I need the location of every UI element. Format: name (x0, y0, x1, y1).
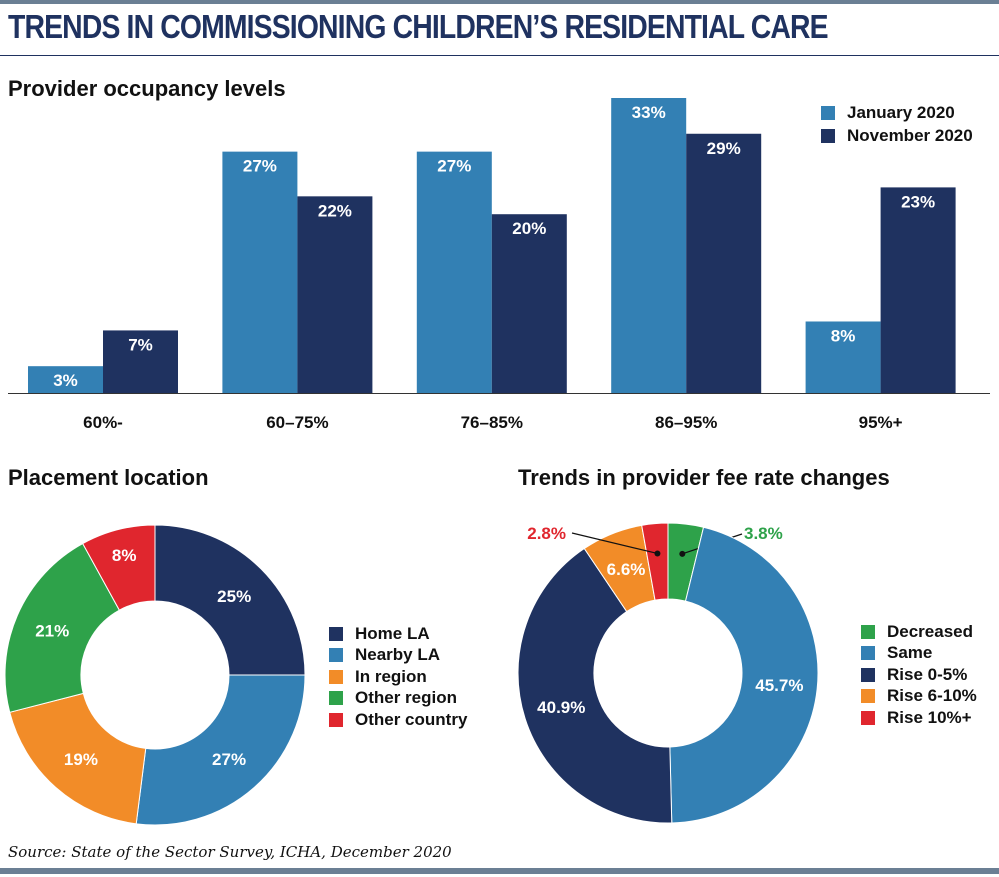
legend-swatch (861, 667, 875, 682)
bar-data-label: 3% (53, 371, 78, 390)
x-tick-label: 76–85% (461, 413, 523, 432)
bar-chart-title: Provider occupancy levels (8, 76, 286, 101)
placement-slice-nearby-la (135, 674, 306, 826)
legend-label: Decreased (887, 621, 974, 641)
legend-swatch (329, 712, 343, 727)
legend-label: Rise 10%+ (887, 707, 972, 727)
fee-slice-label: 6.6% (607, 560, 646, 579)
x-tick-label: 60%- (83, 413, 123, 432)
legend-swatch (861, 689, 875, 704)
bar-january-2020-76-85 (416, 151, 492, 393)
fee-slice-label: 3.8% (744, 524, 783, 543)
title-rule (0, 55, 999, 56)
placement-slice-home-la (154, 524, 306, 676)
legend-swatch (329, 691, 343, 706)
legend-swatch (861, 624, 875, 639)
legend-item-home-la: Home LA (329, 623, 467, 645)
fee-slice-rise-10 (641, 522, 669, 601)
x-tick-label: 60–75% (266, 413, 328, 432)
placement-legend: Home LA Nearby LA In region Other region… (329, 623, 467, 731)
bar-data-label: 29% (707, 139, 741, 158)
placement-slice-in-region (9, 692, 147, 825)
legend-label: Rise 0-5% (887, 664, 968, 684)
top-rule (0, 0, 999, 4)
bar-november-2020-86-95 (686, 133, 762, 393)
fee-slice-label: 2.8% (527, 524, 566, 543)
legend-item-rise-0-5: Rise 0-5% (861, 664, 977, 686)
bottom-rule (0, 868, 999, 874)
bar-january-2020-86-95 (611, 98, 687, 393)
legend-swatch (329, 669, 343, 684)
legend-item-nearby-la: Nearby LA (329, 645, 467, 667)
legend-label: Rise 6-10% (887, 686, 977, 706)
placement-slice-label: 27% (212, 750, 246, 769)
legend-item-january-2020: January 2020 (821, 101, 973, 124)
legend-item-same: Same (861, 643, 977, 665)
bar-data-label: 8% (831, 326, 856, 345)
legend-swatch (861, 646, 875, 661)
x-tick-label: 95%+ (859, 413, 903, 432)
legend-label: Other country (355, 709, 468, 729)
placement-chart-title: Placement location (8, 465, 209, 490)
placement-slice-label: 19% (64, 750, 98, 769)
bar-january-2020-95 (805, 321, 881, 393)
legend-swatch (861, 710, 875, 725)
placement-slice-label: 8% (112, 546, 137, 565)
legend-label: In region (355, 666, 427, 686)
legend-label: November 2020 (847, 125, 973, 145)
legend-label: January 2020 (847, 102, 955, 122)
legend-item-other-region: Other region (329, 688, 467, 710)
legend-item-november-2020: November 2020 (821, 124, 973, 147)
fee-chart-title: Trends in provider fee rate changes (518, 465, 890, 490)
bar-january-2020-60 (28, 366, 103, 393)
fee-slice-label: 40.9% (537, 698, 585, 717)
bar-data-label: 7% (128, 335, 153, 354)
legend-label: Other region (355, 688, 458, 708)
fee-slice-same (669, 526, 819, 824)
bar-january-2020-60-75 (222, 151, 298, 393)
legend-swatch (821, 128, 835, 143)
legend-item-other-country: Other country (329, 709, 467, 731)
placement-slice-label: 21% (35, 622, 69, 641)
bar-data-label: 27% (243, 157, 277, 176)
fee-slice-label: 45.7% (755, 676, 803, 695)
bar-data-label: 20% (512, 219, 546, 238)
bar-november-2020-95 (880, 187, 956, 393)
legend-label: Home LA (355, 623, 430, 643)
placement-slice-other-country (82, 524, 156, 611)
fee-legend: Decreased Same Rise 0-5% Rise 6-10% Rise… (861, 621, 977, 729)
bar-data-label: 22% (318, 201, 352, 220)
bar-november-2020-60-75 (297, 196, 373, 393)
placement-slice-label: 25% (217, 587, 251, 606)
legend-item-in-region: In region (329, 666, 467, 688)
legend-label: Same (887, 643, 933, 663)
legend-item-rise-6-10: Rise 6-10% (861, 686, 977, 708)
placement-slice-other-region (4, 542, 121, 713)
bar-data-label: 27% (437, 157, 471, 176)
bar-november-2020-76-85 (491, 214, 567, 393)
legend-swatch (329, 648, 343, 663)
bar-chart-legend: January 2020 November 2020 (821, 101, 973, 147)
fee-leader-line (571, 532, 658, 555)
legend-label: Nearby LA (355, 645, 441, 665)
legend-swatch (329, 626, 343, 641)
bar-november-2020-60 (103, 330, 178, 393)
x-tick-label: 86–95% (655, 413, 717, 432)
main-title: TRENDS IN COMMISSIONING CHILDREN’S RESID… (8, 8, 829, 45)
bar-data-label: 33% (632, 103, 666, 122)
source-note: Source: State of the Sector Survey, ICHA… (8, 843, 452, 861)
legend-item-rise-10-plus: Rise 10%+ (861, 707, 977, 729)
bar-data-label: 23% (901, 192, 935, 211)
fee-slice-rise-0-5 (517, 547, 673, 824)
legend-item-decreased: Decreased (861, 621, 977, 643)
legend-swatch (821, 105, 835, 120)
